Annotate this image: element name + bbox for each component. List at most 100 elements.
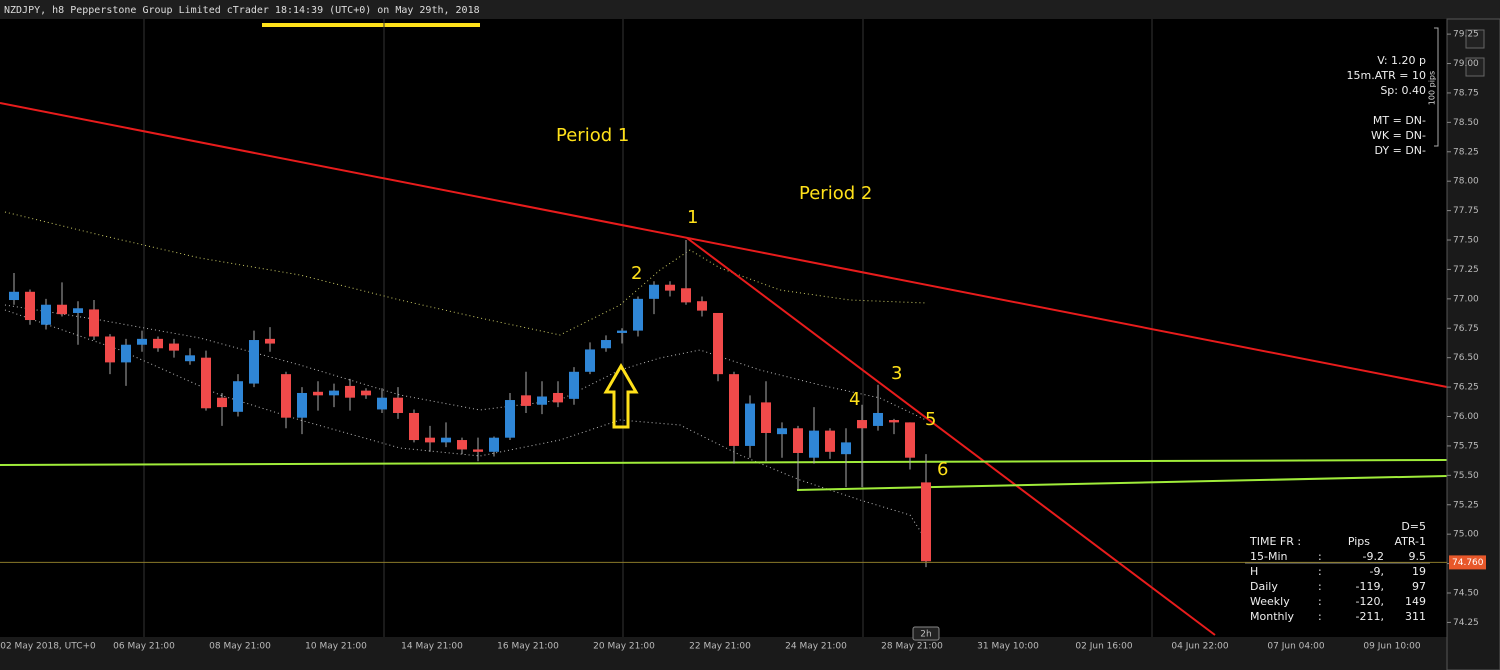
stats-cell: Daily	[1250, 580, 1278, 593]
candle-body	[601, 340, 611, 349]
annotation: Period 1	[556, 125, 629, 146]
info-text: V: 1.20 p	[1377, 54, 1426, 67]
x-tick-label: 20 May 21:00	[593, 642, 655, 652]
x-tick-label: 28 May 21:00	[881, 642, 943, 652]
candle-body	[185, 355, 195, 362]
stats-cell: 97	[1412, 580, 1426, 593]
candle-body	[89, 309, 99, 337]
annotation: 2	[631, 263, 642, 284]
stats-cell: -211,	[1356, 610, 1384, 623]
pips-bracket	[1434, 27, 1439, 147]
info-text: Sp: 0.40	[1380, 84, 1426, 97]
candle-body	[361, 390, 371, 396]
screenshot-button[interactable]	[1465, 57, 1485, 77]
candle-body	[313, 391, 323, 396]
y-tick-label: 76.25	[1453, 383, 1479, 393]
stats-cell: :	[1318, 580, 1322, 593]
y-tick-label: 75.00	[1453, 530, 1479, 540]
candle-body	[265, 338, 275, 344]
plot	[9, 240, 931, 568]
y-tick-label: 74.50	[1453, 588, 1479, 598]
x-tick-label: 06 May 21:00	[113, 642, 175, 652]
stats-cell: -119,	[1356, 580, 1384, 593]
stats-cell: -120,	[1356, 595, 1384, 608]
x-tick-label: 09 Jun 10:00	[1363, 642, 1420, 652]
y-tick-label: 78.50	[1453, 118, 1479, 128]
x-tick-label: 24 May 21:00	[785, 642, 847, 652]
candle-body	[457, 440, 467, 450]
y-tick-label: 77.75	[1453, 206, 1479, 216]
candle-body	[25, 291, 35, 321]
y-tick-label: 78.25	[1453, 147, 1479, 157]
pips-label: 100 pips	[1428, 71, 1437, 105]
candle-body	[169, 343, 179, 351]
annotation: 4	[849, 389, 860, 410]
candle-body	[441, 437, 451, 443]
stats-cell: -9,	[1370, 565, 1384, 578]
stats-header: ATR-1	[1394, 535, 1426, 548]
title-bar	[0, 0, 1500, 19]
candle-body	[617, 330, 627, 333]
candle-body	[521, 395, 531, 406]
y-tick-label: 77.00	[1453, 294, 1479, 304]
timeframe-badge	[912, 626, 940, 641]
candle-body	[201, 357, 211, 409]
candle-body	[393, 397, 403, 413]
candle-body	[569, 371, 579, 399]
stats-cell: 15-Min	[1250, 550, 1288, 563]
candle-body	[537, 396, 547, 405]
stats-cell: :	[1318, 610, 1322, 623]
candle-body	[697, 301, 707, 311]
x-tick-label: 02 May 2018, UTC+0	[0, 642, 96, 652]
y-tick-label: 74.25	[1453, 618, 1479, 628]
y-tick-label: 77.50	[1453, 236, 1479, 246]
support-line	[796, 475, 1448, 491]
stats-cell: Monthly	[1250, 610, 1295, 623]
candle-body	[905, 422, 915, 458]
y-tick-label: 77.25	[1453, 265, 1479, 275]
y-tick-label: 76.50	[1453, 353, 1479, 363]
y-tick-label: 78.00	[1453, 177, 1479, 187]
x-tick-label: 08 May 21:00	[209, 642, 271, 652]
y-tick-label: 76.00	[1453, 412, 1479, 422]
stats-cell: -9.2	[1363, 550, 1384, 563]
middle-band	[4, 304, 927, 421]
info-text: MT = DN-	[1373, 114, 1426, 127]
trendline	[0, 102, 1448, 388]
candle-body	[633, 298, 643, 331]
candle-body	[681, 288, 691, 303]
stats-cell: 149	[1405, 595, 1426, 608]
candle-body	[777, 428, 787, 435]
candle-body	[329, 390, 339, 396]
info-text: 15m.ATR = 10	[1347, 69, 1426, 82]
stats-cell: 19	[1412, 565, 1426, 578]
candle-body	[121, 344, 131, 363]
popout-button[interactable]	[1465, 29, 1485, 49]
candle-body	[745, 403, 755, 446]
y-tick-label: 75.50	[1453, 471, 1479, 481]
annotation: 5	[925, 409, 936, 430]
candle-body	[473, 449, 483, 452]
stats-header: Pips	[1348, 535, 1370, 548]
x-tick-label: 02 Jun 16:00	[1075, 642, 1132, 652]
y-tick-label: 75.75	[1453, 441, 1479, 451]
stats-cell: H	[1250, 565, 1258, 578]
candle-body	[57, 304, 67, 315]
arrow	[603, 362, 639, 429]
candle-body	[217, 397, 227, 408]
annotation: 1	[687, 207, 698, 228]
candle-body	[921, 482, 931, 562]
x-tick-label: 16 May 21:00	[497, 642, 559, 652]
candle-body	[425, 437, 435, 443]
y-tick-label: 75.25	[1453, 500, 1479, 510]
candle-body	[841, 442, 851, 455]
stats-cell: :	[1318, 595, 1322, 608]
candle-body	[297, 392, 307, 418]
candle-body	[505, 400, 515, 438]
candle-body	[377, 397, 387, 410]
trendline	[686, 237, 1216, 636]
candle-body	[825, 430, 835, 452]
